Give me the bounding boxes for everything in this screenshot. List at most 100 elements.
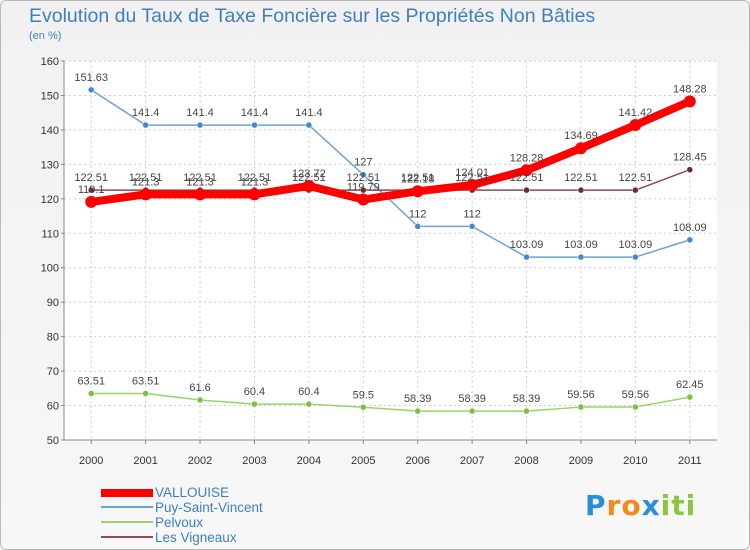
legend-swatch-vallouise — [101, 489, 153, 497]
point-vallouise — [194, 188, 207, 201]
chart-subtitle: (en %) — [29, 30, 62, 42]
point-les-vigneaux — [686, 166, 694, 173]
data-label-puy-saint-vincent: 103.09 — [619, 239, 653, 251]
point-puy-saint-vincent — [87, 86, 95, 94]
x-tick-label: 2002 — [188, 455, 212, 467]
data-labels: 151.63 141.4 141.4 141.4 141.4 127 112 112 103.0… — [74, 72, 706, 405]
series-line-pelvoux — [90, 392, 691, 412]
data-label-pelvoux: 59.5 — [353, 389, 374, 401]
point-pelvoux — [305, 400, 313, 408]
point-les-vigneaux — [360, 186, 367, 194]
data-label-pelvoux: 58.39 — [458, 393, 486, 405]
point-puy-saint-vincent — [686, 236, 694, 244]
data-label-vallouise: 128.28 — [510, 152, 544, 164]
data-label-vallouise: 119.79 — [347, 182, 380, 194]
y-tick-label: 50 — [47, 435, 59, 447]
legend-label: Puy-Saint-Vincent — [155, 500, 263, 515]
data-label-les-vigneaux: 122.51 — [74, 172, 108, 184]
point-vallouise — [411, 185, 424, 198]
y-tick-label: 140 — [41, 125, 59, 137]
point-pelvoux — [142, 390, 149, 397]
data-label-pelvoux: 59.56 — [567, 389, 595, 401]
legend-label: Pelvoux — [155, 515, 204, 530]
point-pelvoux — [360, 404, 367, 411]
y-tick-label: 80 — [47, 332, 59, 344]
data-label-puy-saint-vincent: 141.4 — [295, 107, 323, 119]
point-pelvoux — [686, 393, 694, 401]
y-tick-label: 110 — [41, 228, 59, 240]
data-label-pelvoux: 58.39 — [513, 393, 541, 405]
data-label-les-vigneaux: 122.51 — [129, 172, 163, 184]
data-label-les-vigneaux: 122.51 — [619, 172, 653, 184]
point-puy-saint-vincent — [468, 223, 476, 230]
point-pelvoux — [414, 407, 421, 415]
y-tick-label: 70 — [47, 366, 59, 378]
data-label-puy-saint-vincent: 103.09 — [564, 239, 598, 251]
series-line-puy-saint-vincent — [90, 89, 691, 258]
point-puy-saint-vincent — [523, 253, 530, 261]
data-label-puy-saint-vincent: 112 — [463, 208, 481, 220]
data-label-vallouise: 119.1 — [78, 184, 105, 196]
data-label-puy-saint-vincent: 103.09 — [510, 239, 544, 251]
data-label-puy-saint-vincent: 141.4 — [186, 107, 214, 119]
data-label-vallouise: 134.69 — [564, 130, 598, 142]
data-label-les-vigneaux: 122.51 — [455, 172, 489, 184]
point-les-vigneaux — [87, 186, 95, 194]
x-tick-label: 2006 — [405, 455, 429, 467]
logo-letter: o — [621, 489, 642, 522]
logo-letter: i — [685, 489, 697, 522]
data-label-les-vigneaux: 122.51 — [401, 172, 435, 184]
point-puy-saint-vincent — [414, 223, 421, 230]
point-puy-saint-vincent — [632, 253, 639, 261]
point-vallouise — [574, 142, 587, 155]
data-label-les-vigneaux: 122.51 — [510, 172, 544, 184]
point-vallouise — [520, 164, 533, 177]
y-tick-label: 150 — [41, 90, 59, 102]
data-label-pelvoux: 63.51 — [77, 375, 105, 387]
x-tick-label: 2005 — [351, 455, 375, 467]
data-label-les-vigneaux: 122.51 — [292, 172, 326, 184]
proxiti-logo: Proxiti — [585, 489, 696, 522]
point-vallouise — [302, 180, 315, 193]
data-label-pelvoux: 60.4 — [298, 386, 319, 398]
logo-letter: r — [606, 489, 622, 522]
data-label-vallouise: 148.28 — [673, 83, 707, 95]
point-vallouise — [139, 188, 152, 201]
logo-letter: x — [641, 489, 661, 522]
y-tick-label: 90 — [47, 297, 59, 309]
point-vallouise — [357, 193, 370, 206]
logo-letter: P — [585, 489, 607, 522]
point-pelvoux — [468, 407, 476, 415]
point-pelvoux — [523, 407, 530, 415]
x-tick-label: 2000 — [79, 455, 103, 467]
data-label-vallouise: 121.3 — [186, 176, 214, 188]
legend-label: Les Vigneaux — [155, 530, 237, 545]
data-label-puy-saint-vincent: 141.4 — [241, 107, 269, 119]
x-tick-label: 2010 — [623, 455, 647, 467]
data-label-pelvoux: 60.4 — [244, 386, 265, 398]
point-puy-saint-vincent — [142, 121, 149, 129]
data-label-vallouise: 122.18 — [401, 173, 435, 185]
point-puy-saint-vincent — [251, 121, 258, 129]
point-pelvoux — [632, 403, 639, 411]
data-label-puy-saint-vincent: 141.4 — [132, 107, 160, 119]
y-tick-label: 100 — [41, 263, 59, 275]
y-tick-label: 120 — [41, 194, 59, 206]
point-puy-saint-vincent — [577, 253, 585, 261]
data-label-pelvoux: 62.45 — [676, 379, 704, 391]
chart-title: Evolution du Taux de Taxe Foncière sur l… — [29, 5, 596, 27]
data-label-vallouise: 121.3 — [241, 176, 269, 188]
data-label-puy-saint-vincent: 112 — [409, 208, 427, 220]
y-tick-label: 130 — [41, 159, 59, 171]
point-pelvoux — [196, 396, 204, 404]
point-vallouise — [85, 195, 98, 208]
point-puy-saint-vincent — [360, 171, 367, 178]
x-tick-label: 2009 — [569, 455, 593, 467]
point-les-vigneaux — [523, 186, 530, 194]
point-puy-saint-vincent — [196, 121, 204, 129]
point-vallouise — [629, 119, 642, 132]
legend-swatch-pelvoux — [101, 521, 153, 523]
point-puy-saint-vincent — [305, 121, 313, 129]
